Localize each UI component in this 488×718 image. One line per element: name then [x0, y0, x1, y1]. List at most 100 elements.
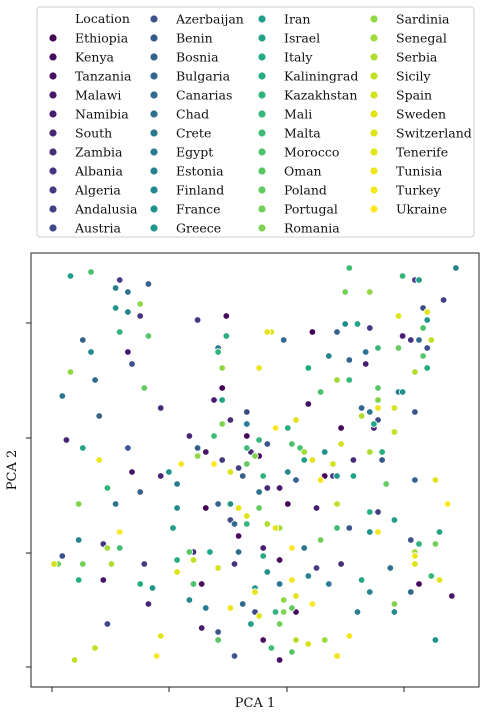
legend-label: Romania [284, 221, 340, 236]
scatter-point [366, 528, 374, 536]
scatter-point [144, 600, 153, 608]
scatter-point [251, 452, 259, 460]
scatter-point [337, 560, 345, 568]
scatter-point [222, 312, 230, 320]
scatter-point [362, 360, 370, 368]
legend-entry: Azerbaijan [150, 12, 244, 27]
scatter-point [87, 348, 95, 356]
scatter-point [124, 348, 132, 356]
scatter-point [275, 620, 284, 628]
scatter-point [210, 432, 218, 440]
legend-marker [258, 110, 266, 118]
scatter-point [288, 440, 296, 448]
legend-entry: Bulgaria [150, 69, 231, 84]
scatter-point [222, 332, 230, 340]
scatter-point [111, 304, 120, 312]
scatter-point [255, 436, 263, 444]
scatter-point [218, 396, 226, 404]
scatter-point [103, 484, 112, 492]
scatter-point [79, 336, 87, 344]
scatter-point [427, 336, 435, 344]
legend-marker [49, 148, 57, 156]
legend-marker [49, 91, 57, 99]
scatter-point [193, 444, 202, 452]
scatter-point [431, 540, 440, 548]
legend-marker [49, 167, 57, 175]
scatter-point [390, 428, 399, 436]
scatter-point [378, 456, 386, 464]
scatter-point [263, 520, 271, 528]
legend-entry: Poland [258, 183, 327, 198]
legend-label: Morocco [284, 145, 339, 160]
scatter-point [226, 500, 235, 508]
scatter-point [144, 332, 153, 340]
scatter-point [136, 300, 144, 308]
scatter-point [173, 556, 181, 564]
scatter-point [304, 400, 312, 408]
legend-marker [370, 205, 378, 213]
legend-marker [258, 224, 266, 232]
legend-marker [258, 186, 266, 194]
legend-marker [258, 129, 266, 137]
scatter-point [370, 420, 378, 428]
scatter-point [165, 468, 173, 476]
scatter-point [390, 516, 399, 524]
scatter-point [152, 652, 161, 660]
scatter-point [156, 472, 165, 480]
scatter-point [218, 384, 226, 392]
scatter-point [308, 328, 317, 336]
legend-marker [150, 53, 158, 61]
scatter-point [234, 464, 243, 472]
scatter-point [206, 548, 214, 556]
scatter-point [259, 552, 267, 560]
scatter-point [91, 644, 99, 652]
scatter-point [431, 636, 440, 644]
scatter-point [255, 504, 263, 512]
scatter-point [267, 644, 276, 652]
legend-entry: Serbia [370, 50, 438, 65]
legend-label: Tunisia [396, 164, 443, 179]
y-axis-label: PCA 2 [5, 450, 20, 491]
scatter-point [312, 504, 321, 512]
legend-marker [150, 15, 158, 23]
scatter-point [271, 424, 280, 432]
scatter-point [74, 536, 83, 544]
scatter-point [169, 524, 177, 532]
scatter-point [234, 548, 243, 556]
scatter-point [300, 448, 308, 456]
scatter-point [288, 648, 296, 656]
scatter-point [115, 328, 124, 336]
scatter-point [79, 560, 87, 568]
legend-label: Chad [176, 107, 209, 122]
y-axis-ticks [26, 322, 31, 668]
scatter-point [374, 396, 382, 404]
legend-marker [370, 72, 378, 80]
legend-entry: Israel [258, 31, 320, 46]
legend-marker [49, 110, 57, 118]
scatter-point [173, 568, 181, 576]
legend-entry: Andalusia [49, 202, 138, 217]
legend-entry: France [150, 202, 221, 217]
scatter-point [238, 600, 247, 608]
scatter-point [308, 600, 317, 608]
legend-marker [150, 129, 158, 137]
scatter-point [202, 448, 210, 456]
scatter-point [263, 328, 271, 336]
scatter-point [234, 532, 243, 540]
scatter-point [407, 588, 415, 596]
scatter-point [234, 504, 243, 512]
legend-marker [258, 167, 266, 175]
scatter-point [321, 636, 329, 644]
scatter-point [210, 460, 218, 468]
legend-label: Estonia [176, 164, 224, 179]
scatter-point [415, 540, 423, 548]
scatter-point [271, 524, 280, 532]
scatter-point [325, 352, 333, 360]
legend-label: Andalusia [74, 202, 138, 217]
legend-marker [370, 91, 378, 99]
scatter-point [103, 544, 112, 552]
legend-label: Albania [74, 164, 124, 179]
legend-marker [150, 148, 158, 156]
legend-entry: Morocco [258, 145, 339, 160]
scatter-point [136, 488, 144, 496]
